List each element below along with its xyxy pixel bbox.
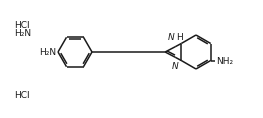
Text: NH₂: NH₂ xyxy=(216,57,233,66)
Text: H₂N: H₂N xyxy=(39,48,56,57)
Text: N: N xyxy=(168,33,174,42)
Text: H: H xyxy=(176,33,183,42)
Text: HCl: HCl xyxy=(14,21,30,30)
Text: N: N xyxy=(172,62,179,71)
Text: H₂N: H₂N xyxy=(14,30,31,38)
Text: HCl: HCl xyxy=(14,91,30,99)
